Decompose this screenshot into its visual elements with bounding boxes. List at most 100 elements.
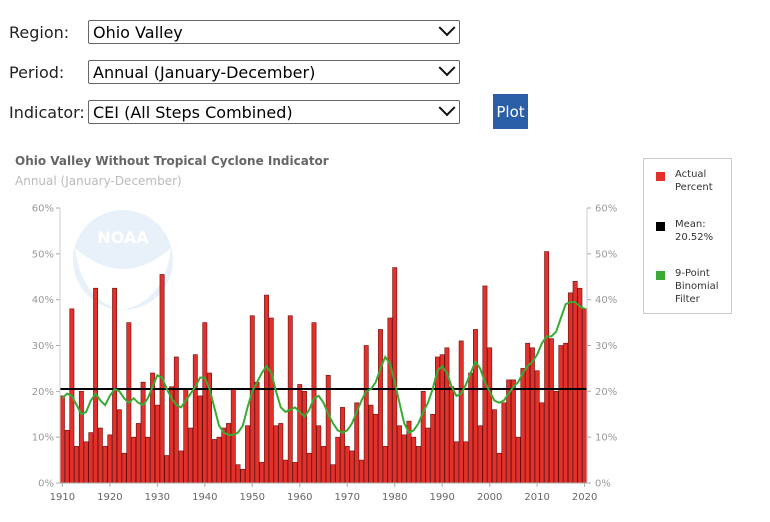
bar bbox=[420, 391, 426, 484]
bar bbox=[164, 455, 170, 484]
bar bbox=[230, 388, 236, 484]
bar bbox=[378, 329, 383, 484]
bar bbox=[107, 434, 113, 484]
y-tick-label: 20% bbox=[32, 387, 54, 398]
bar bbox=[330, 464, 336, 484]
bar bbox=[93, 287, 99, 484]
bar bbox=[268, 317, 274, 484]
bar bbox=[145, 436, 151, 484]
x-tick-label: 2010 bbox=[524, 492, 549, 503]
bar bbox=[539, 402, 545, 484]
bar bbox=[582, 308, 588, 484]
y2-tick-label: 50% bbox=[595, 249, 617, 260]
bar bbox=[78, 391, 84, 484]
legend-item: Actual Percent bbox=[656, 168, 730, 194]
period-select[interactable]: Annual (January-December) bbox=[88, 59, 460, 84]
bar bbox=[340, 407, 345, 484]
bar bbox=[211, 439, 217, 484]
bar bbox=[140, 381, 146, 484]
region-select[interactable]: Ohio Valley bbox=[88, 19, 460, 44]
dropdown-arrow bbox=[438, 59, 456, 77]
bar bbox=[278, 423, 284, 484]
bar bbox=[173, 356, 179, 484]
bar bbox=[401, 434, 407, 484]
bar bbox=[544, 251, 550, 484]
chart-title: Ohio Valley Without Tropical Cyclone Ind… bbox=[15, 154, 329, 168]
bar bbox=[259, 462, 265, 484]
bar bbox=[192, 354, 198, 484]
bar bbox=[487, 347, 493, 484]
y2-tick-label: 30% bbox=[595, 341, 617, 352]
bar bbox=[116, 409, 122, 484]
period-row: Period: Annual (January-December) bbox=[9, 59, 460, 85]
bar bbox=[425, 427, 431, 484]
bar bbox=[254, 381, 260, 484]
region-row: Region: Ohio Valley bbox=[9, 19, 460, 45]
bar bbox=[283, 459, 288, 484]
bar bbox=[454, 441, 459, 484]
field-label: Region: bbox=[9, 22, 70, 42]
bar bbox=[373, 413, 379, 484]
field-label: Period: bbox=[9, 62, 65, 82]
bar bbox=[501, 402, 507, 484]
y2-tick-label: 40% bbox=[595, 295, 617, 306]
bar bbox=[529, 347, 535, 484]
bar bbox=[430, 413, 436, 484]
bar bbox=[416, 446, 421, 484]
bar bbox=[411, 436, 417, 484]
bar bbox=[363, 345, 369, 484]
x-tick-label: 1920 bbox=[97, 492, 122, 503]
select-value: Ohio Valley bbox=[93, 22, 183, 42]
bar bbox=[515, 436, 521, 484]
x-tick-label: 1990 bbox=[429, 492, 454, 503]
bar bbox=[477, 425, 483, 484]
y-tick-label: 40% bbox=[32, 295, 54, 306]
bar bbox=[306, 452, 312, 484]
bar bbox=[335, 436, 341, 484]
bar bbox=[131, 436, 137, 484]
bar bbox=[245, 425, 250, 484]
dropdown-arrow bbox=[438, 19, 456, 37]
x-tick-label: 1950 bbox=[240, 492, 265, 503]
bar bbox=[520, 368, 526, 484]
bar bbox=[577, 287, 583, 484]
y2-tick-label: 60% bbox=[595, 204, 617, 215]
bar bbox=[112, 287, 118, 484]
plot-button[interactable]: Plot bbox=[493, 94, 528, 129]
bar bbox=[325, 374, 331, 484]
bar bbox=[387, 317, 393, 484]
bar bbox=[349, 450, 355, 484]
x-tick-label: 1940 bbox=[192, 492, 217, 503]
bar bbox=[297, 384, 303, 484]
bar bbox=[449, 386, 455, 484]
bar bbox=[548, 338, 554, 484]
y-tick-label: 30% bbox=[32, 341, 54, 352]
bar bbox=[572, 281, 578, 484]
bar bbox=[178, 450, 184, 484]
bar bbox=[316, 425, 322, 484]
chart-subtitle: Annual (January-December) bbox=[15, 174, 182, 188]
bar bbox=[221, 427, 227, 484]
y-tick-label: 10% bbox=[32, 433, 54, 444]
bar bbox=[558, 345, 564, 484]
bar bbox=[97, 427, 103, 484]
select-value: Annual (January-December) bbox=[93, 62, 316, 82]
bar bbox=[197, 395, 203, 484]
logo: NOAA bbox=[73, 210, 173, 310]
bar bbox=[472, 329, 478, 484]
select-value: CEI (All Steps Combined) bbox=[93, 102, 293, 122]
filter-line bbox=[61, 300, 586, 436]
field-label: Indicator: bbox=[9, 102, 85, 122]
bar bbox=[273, 425, 279, 484]
bar bbox=[563, 342, 569, 484]
bar bbox=[344, 446, 350, 484]
y-tick-label: 50% bbox=[32, 249, 54, 260]
bar bbox=[534, 370, 540, 484]
bar bbox=[154, 404, 160, 484]
bar bbox=[567, 292, 573, 484]
bar bbox=[444, 347, 450, 484]
indicator-select[interactable]: CEI (All Steps Combined) bbox=[88, 99, 460, 124]
x-tick-label: 2000 bbox=[477, 492, 502, 503]
bar bbox=[302, 391, 307, 484]
